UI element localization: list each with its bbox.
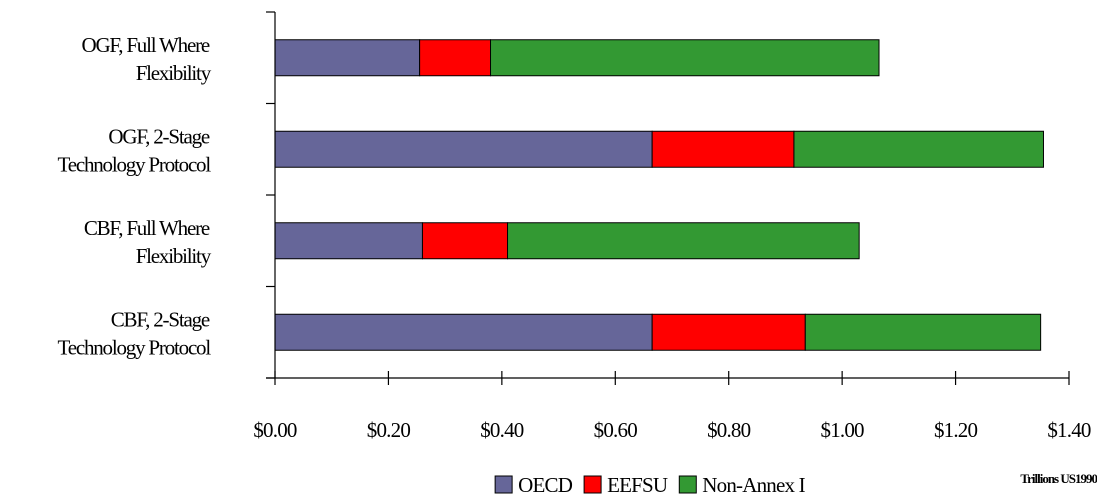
legend-swatch-1 [583,475,602,494]
x-tick-label-0: $0.00 [253,418,297,442]
legend-label-1: EEFSU [607,473,668,497]
category-label-3: CBF, 2-Stage Technology Protocol [58,307,212,359]
category-labels: OGF, Full Where Flexibility OGF, 2-Stage Te… [58,33,213,360]
category-label-1: OGF, 2-Stage Technology Protocol [58,124,212,176]
bar-non-annex-i-3 [804,313,1042,351]
bar-eefsu-0 [419,39,492,77]
bar-non-annex-i-1 [793,130,1044,168]
category-label-2: CBF, Full Where Flexibility [84,216,212,268]
x-tick-label-3: $0.60 [594,418,638,442]
x-tick-label-7: $1.40 [1047,418,1091,442]
x-tick-label-6: $1.20 [934,418,978,442]
legend-swatch-2 [678,475,697,494]
legend: OECD EEFSU Non-Annex I [494,473,806,497]
bar-oecd-2 [274,222,423,260]
x-tick-label-5: $1.00 [821,418,865,442]
bar-oecd-1 [274,130,653,168]
legend-label-2: Non-Annex I [702,473,805,497]
category-label-0: OGF, Full Where Flexibility [81,33,211,85]
legend-swatch-0 [494,475,513,494]
x-tick-label-1: $0.20 [367,418,411,442]
x-axis-ticks: $0.00 $0.20 $0.40 $0.60 $0.80 $1.00 $1.20 $1.40 [253,371,1092,442]
bar-oecd-3 [274,313,653,351]
x-tick-label-2: $0.40 [480,418,524,442]
bar-eefsu-1 [651,130,795,168]
bar-eefsu-2 [421,222,509,260]
x-tick-label-4: $0.80 [707,418,751,442]
legend-label-0: OECD [518,473,573,497]
plot-area [266,11,1069,379]
unit-label: Trillions US1990 [1020,471,1097,486]
bar-oecd-0 [274,39,421,77]
bar-non-annex-i-2 [507,222,860,260]
bar-eefsu-3 [651,313,806,351]
bar-non-annex-i-0 [490,39,880,77]
